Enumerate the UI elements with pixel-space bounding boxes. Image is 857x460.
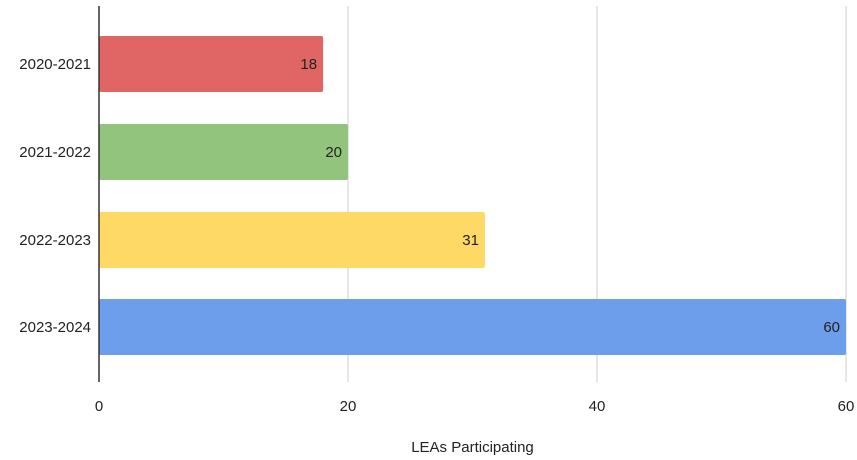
bar-data-label: 20	[325, 144, 342, 161]
bar-2021-2022	[99, 124, 348, 180]
y-category-label: 2022-2023	[19, 232, 91, 249]
x-tick-label: 60	[838, 398, 855, 415]
x-axis-title: LEAs Participating	[411, 439, 534, 456]
bar-2020-2021	[99, 36, 324, 92]
bar-2023-2024	[99, 299, 846, 355]
y-category-label: 2020-2021	[19, 56, 91, 73]
bar-data-label: 31	[462, 232, 479, 249]
bar-data-label: 60	[823, 319, 840, 336]
y-category-label: 2021-2022	[19, 144, 91, 161]
x-tick-label: 20	[340, 398, 357, 415]
x-tick-label: 40	[589, 398, 606, 415]
x-tick-label: 0	[95, 398, 103, 415]
labels: 0 20 40 60 18 2020-2021 20 2021-2022 31 2022-2023…	[19, 56, 854, 415]
bar-2022-2023	[99, 212, 485, 268]
y-category-label: 2023-2024	[19, 319, 91, 336]
bar-data-label: 18	[300, 56, 317, 73]
bars	[99, 36, 846, 355]
